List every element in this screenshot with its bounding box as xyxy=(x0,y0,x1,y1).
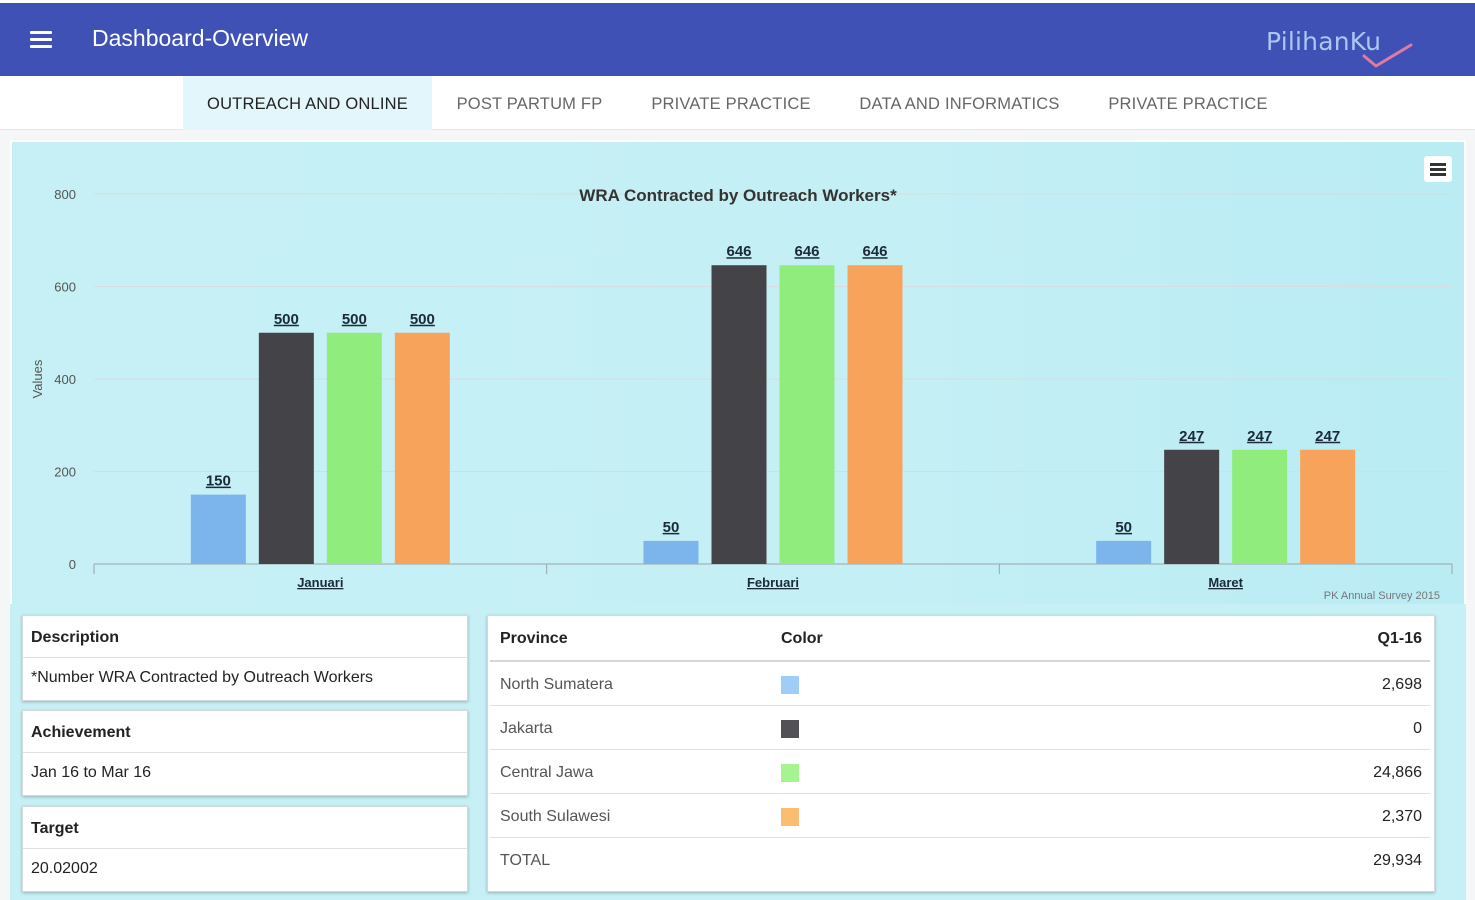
x-tick-label: Februari xyxy=(747,575,799,590)
bar-central-jawa xyxy=(326,332,382,564)
data-label: 500 xyxy=(342,311,367,328)
chart-menu-icon[interactable] xyxy=(1424,156,1452,182)
achievement-panel: Achievement Jan 16 to Mar 16 xyxy=(22,710,468,796)
total-label: TOTAL xyxy=(500,852,551,869)
achievement-heading: Achievement xyxy=(23,711,467,753)
data-label: 646 xyxy=(862,243,887,260)
table-row: South Sulawesi 2,370 xyxy=(490,794,1430,838)
brand-logo[interactable]: PilihanKu xyxy=(1266,25,1416,71)
chart-credits: PK Annual Survey 2015 xyxy=(1324,590,1440,602)
bar-central-jawa xyxy=(1232,449,1288,564)
details-area: Description *Number WRA Contracted by Ou… xyxy=(10,604,1466,900)
data-label: 50 xyxy=(1115,519,1132,536)
chart-title: WRA Contracted by Outreach Workers* xyxy=(579,186,897,205)
y-tick-label: 200 xyxy=(54,465,76,480)
brand-name: PilihanKu xyxy=(1266,27,1382,56)
province-value: 2,370 xyxy=(1381,808,1422,825)
page-title: Dashboard-Overview xyxy=(92,25,309,51)
bar-chart: 0 200 400 600 800 WRA Contracted by Outreach … xyxy=(30,186,1453,602)
tab-private-practice-2[interactable]: PRIVATE PRACTICE xyxy=(1108,95,1268,113)
color-swatch xyxy=(781,764,799,782)
table-row: Central Jawa 24,866 xyxy=(490,750,1430,794)
y-tick-label: 400 xyxy=(54,372,76,387)
bar-north-sumatera xyxy=(643,540,699,564)
y-tick-label: 800 xyxy=(54,187,76,202)
total-value: 29,934 xyxy=(1373,852,1422,869)
data-label: 646 xyxy=(726,243,751,260)
header-color: Color xyxy=(781,630,823,647)
chart-card: 0 200 400 600 800 WRA Contracted by Outreach … xyxy=(10,140,1466,606)
target-text: 20.02002 xyxy=(31,860,98,877)
x-tick-label: Januari xyxy=(297,575,343,590)
province-name: Central Jawa xyxy=(500,764,594,781)
province-value: 24,866 xyxy=(1373,764,1422,781)
data-label: 247 xyxy=(1247,428,1272,445)
data-label: 500 xyxy=(274,311,299,328)
bar-jakarta xyxy=(1164,449,1220,564)
bar-jakarta xyxy=(258,332,314,564)
tab-private-practice[interactable]: PRIVATE PRACTICE xyxy=(651,95,811,113)
table-row: Jakarta 0 xyxy=(490,706,1430,750)
bar-jakarta xyxy=(711,265,767,564)
target-heading: Target xyxy=(23,807,467,849)
header-province: Province xyxy=(500,630,568,647)
achievement-text: Jan 16 to Mar 16 xyxy=(31,764,152,781)
province-table: Province Color Q1-16 North Sumatera 2,69… xyxy=(487,615,1435,892)
bar-north-sumatera xyxy=(190,494,246,564)
x-tick-label: Maret xyxy=(1208,575,1243,590)
y-tick-label: 600 xyxy=(54,280,76,295)
table-header-row: Province Color Q1-16 xyxy=(490,616,1430,662)
province-name: South Sulawesi xyxy=(500,808,611,825)
bar-south-sulawesi xyxy=(847,265,903,564)
description-heading: Description xyxy=(23,616,467,658)
description-panel: Description *Number WRA Contracted by Ou… xyxy=(22,615,468,701)
table-total-row: TOTAL 29,934 xyxy=(490,838,1430,882)
tab-data-and-informatics[interactable]: DATA AND INFORMATICS xyxy=(859,95,1060,113)
target-panel: Target 20.02002 xyxy=(22,806,468,892)
bar-south-sulawesi xyxy=(394,332,450,564)
province-name: North Sumatera xyxy=(500,676,613,693)
table-row: North Sumatera 2,698 xyxy=(490,662,1430,706)
province-value: 0 xyxy=(1413,720,1422,737)
y-tick-label: 0 xyxy=(69,557,76,572)
tab-outreach-and-online[interactable]: OUTREACH AND ONLINE xyxy=(183,76,432,130)
color-swatch xyxy=(781,676,799,694)
bar-north-sumatera xyxy=(1096,540,1152,564)
data-label: 646 xyxy=(794,243,819,260)
app-bar: Dashboard-Overview PilihanKu xyxy=(0,0,1475,76)
bar-central-jawa xyxy=(779,265,835,564)
province-name: Jakarta xyxy=(500,720,553,737)
description-text: *Number WRA Contracted by Outreach Worke… xyxy=(31,669,374,686)
y-axis-label: Values xyxy=(30,359,45,398)
header-q1-16: Q1-16 xyxy=(1377,630,1422,647)
tab-post-partum-fp[interactable]: POST PARTUM FP xyxy=(456,95,603,113)
data-label: 150 xyxy=(206,473,231,490)
tab-bar: OUTREACH AND ONLINE POST PARTUM FP PRIVA… xyxy=(0,76,1475,130)
data-label: 50 xyxy=(663,519,680,536)
data-label: 247 xyxy=(1315,428,1340,445)
color-swatch xyxy=(781,720,799,738)
checkmark-icon xyxy=(1362,43,1413,68)
data-label: 247 xyxy=(1179,428,1204,445)
menu-icon[interactable] xyxy=(30,31,52,49)
data-label: 500 xyxy=(410,311,435,328)
color-swatch xyxy=(781,808,799,826)
bar-south-sulawesi xyxy=(1300,449,1356,564)
province-value: 2,698 xyxy=(1381,676,1422,693)
